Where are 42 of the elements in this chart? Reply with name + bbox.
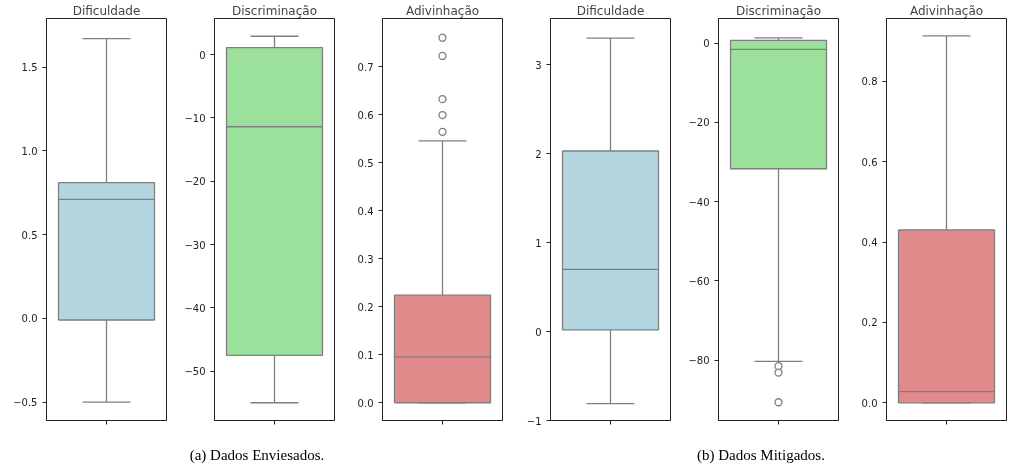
- y-tick-label: 0: [535, 326, 542, 338]
- y-tick-label: 0.6: [357, 109, 374, 121]
- y-tick-label: 0.1: [357, 349, 374, 361]
- chart-title: Dificuldade: [576, 3, 645, 18]
- y-tick-label: −40: [184, 302, 206, 314]
- y-tick-label: −20: [184, 176, 206, 188]
- y-tick-label: 0.5: [21, 229, 38, 241]
- y-tick-label: 0.4: [861, 237, 878, 249]
- y-tick-label: 1.0: [21, 145, 38, 157]
- chart-title: Adivinhação: [909, 3, 984, 18]
- y-tick-label: 0.5: [357, 157, 374, 169]
- y-tick-label: 0.3: [357, 253, 374, 265]
- y-tick-label: 0.2: [861, 317, 878, 329]
- text: (b) Dados Mitigados.: [697, 446, 825, 465]
- y-tick-label: −40: [688, 196, 710, 208]
- y-tick-label: 3: [535, 59, 542, 71]
- y-tick-label: 0: [199, 49, 206, 61]
- y-tick-label: −10: [184, 112, 206, 124]
- y-tick-label: 0.6: [861, 156, 878, 168]
- y-tick-label: −0.5: [13, 397, 38, 409]
- y-tick-label: 2: [535, 148, 542, 160]
- chart-title: Dificuldade: [72, 3, 141, 18]
- y-tick-label: −20: [688, 117, 710, 129]
- y-tick-label: 0.0: [861, 397, 878, 409]
- y-tick-label: 0.7: [357, 61, 374, 73]
- chart-title: Adivinhação: [405, 3, 480, 18]
- y-tick-label: −60: [688, 275, 710, 287]
- y-tick-label: 0.4: [357, 205, 374, 217]
- y-tick-label: 0: [703, 38, 710, 50]
- y-tick-label: 0.0: [357, 397, 374, 409]
- y-tick-label: −1: [526, 415, 542, 427]
- y-tick-label: −30: [184, 239, 206, 251]
- y-tick-label: −50: [184, 366, 206, 378]
- y-tick-label: 1.5: [21, 62, 38, 74]
- text: (a) Dados Enviesados.: [189, 446, 325, 465]
- y-tick-label: 0.0: [21, 313, 38, 325]
- chart-title: Discriminação: [736, 3, 821, 18]
- y-tick-label: 0.8: [861, 76, 878, 88]
- y-tick-label: 0.2: [357, 301, 374, 313]
- y-tick-label: −80: [688, 355, 710, 367]
- chart-title: Discriminação: [232, 3, 317, 18]
- y-tick-label: 1: [535, 237, 542, 249]
